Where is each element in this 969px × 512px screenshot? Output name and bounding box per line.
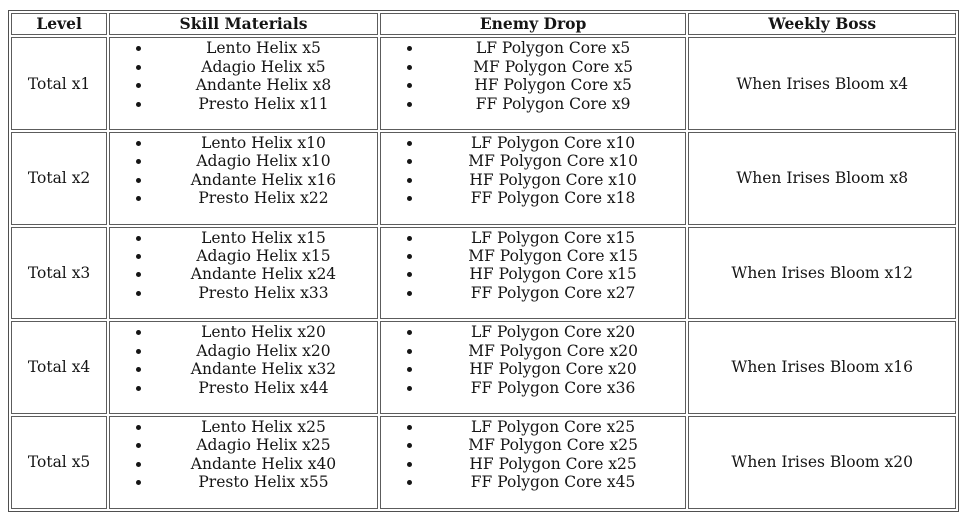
- enemy-drop-item: HF Polygon Core x10: [423, 171, 684, 189]
- enemy-drop-item: HF Polygon Core x25: [423, 455, 684, 473]
- skill-materials-list: Lento Helix x25Adagio Helix x25Andante H…: [112, 418, 375, 492]
- enemy-drop-item: MF Polygon Core x20: [423, 342, 684, 360]
- header-enemy-drop: Enemy Drop: [379, 13, 687, 36]
- table-row: Total x4Lento Helix x20Adagio Helix x20A…: [11, 321, 956, 414]
- enemy-drop-item: FF Polygon Core x9: [423, 95, 684, 113]
- skill-materials-item: Adagio Helix x10: [152, 152, 375, 170]
- weekly-boss-cell: When Irises Bloom x20: [688, 415, 956, 509]
- header-weekly-boss: Weekly Boss: [688, 13, 956, 36]
- enemy-drop-item: HF Polygon Core x15: [423, 265, 684, 283]
- enemy-drop-item: HF Polygon Core x20: [423, 360, 684, 378]
- skill-upgrade-table: Level Skill Materials Enemy Drop Weekly …: [8, 10, 959, 512]
- level-cell: Total x2: [11, 132, 108, 225]
- enemy-drop-cell: LF Polygon Core x10MF Polygon Core x10HF…: [379, 132, 687, 225]
- skill-materials-item: Presto Helix x33: [152, 284, 375, 302]
- enemy-drop-list: LF Polygon Core x10MF Polygon Core x10HF…: [383, 134, 684, 208]
- table-row: Total x5Lento Helix x25Adagio Helix x25A…: [11, 415, 956, 509]
- weekly-boss-cell: When Irises Bloom x12: [688, 226, 956, 320]
- skill-materials-item: Andante Helix x16: [152, 171, 375, 189]
- enemy-drop-cell: LF Polygon Core x25MF Polygon Core x25HF…: [379, 415, 687, 509]
- skill-materials-item: Presto Helix x44: [152, 379, 375, 397]
- level-cell: Total x4: [11, 321, 108, 414]
- skill-materials-list: Lento Helix x15Adagio Helix x15Andante H…: [112, 229, 375, 303]
- enemy-drop-cell: LF Polygon Core x20MF Polygon Core x20HF…: [379, 321, 687, 414]
- skill-materials-list: Lento Helix x10Adagio Helix x10Andante H…: [112, 134, 375, 208]
- skill-materials-item: Adagio Helix x20: [152, 342, 375, 360]
- skill-materials-item: Andante Helix x24: [152, 265, 375, 283]
- skill-materials-item: Andante Helix x8: [152, 76, 375, 94]
- skill-materials-item: Lento Helix x15: [152, 229, 375, 247]
- header-row: Level Skill Materials Enemy Drop Weekly …: [11, 13, 956, 36]
- skill-materials-item: Presto Helix x55: [152, 473, 375, 491]
- enemy-drop-item: LF Polygon Core x20: [423, 323, 684, 341]
- enemy-drop-list: LF Polygon Core x15MF Polygon Core x15HF…: [383, 229, 684, 303]
- enemy-drop-item: FF Polygon Core x45: [423, 473, 684, 491]
- weekly-boss-cell: When Irises Bloom x16: [688, 321, 956, 414]
- skill-materials-list: Lento Helix x20Adagio Helix x20Andante H…: [112, 323, 375, 397]
- enemy-drop-item: MF Polygon Core x5: [423, 58, 684, 76]
- table-body: Total x1Lento Helix x5Adagio Helix x5And…: [11, 37, 956, 509]
- enemy-drop-list: LF Polygon Core x25MF Polygon Core x25HF…: [383, 418, 684, 492]
- table-row: Total x1Lento Helix x5Adagio Helix x5And…: [11, 37, 956, 131]
- enemy-drop-item: HF Polygon Core x5: [423, 76, 684, 94]
- enemy-drop-item: FF Polygon Core x27: [423, 284, 684, 302]
- skill-materials-item: Lento Helix x5: [152, 39, 375, 57]
- level-cell: Total x5: [11, 415, 108, 509]
- enemy-drop-item: FF Polygon Core x18: [423, 189, 684, 207]
- skill-materials-item: Adagio Helix x5: [152, 58, 375, 76]
- skill-materials-item: Lento Helix x20: [152, 323, 375, 341]
- header-level: Level: [11, 13, 108, 36]
- skill-materials-list: Lento Helix x5Adagio Helix x5Andante Hel…: [112, 39, 375, 113]
- skill-materials-item: Adagio Helix x25: [152, 436, 375, 454]
- enemy-drop-item: FF Polygon Core x36: [423, 379, 684, 397]
- skill-materials-cell: Lento Helix x15Adagio Helix x15Andante H…: [109, 226, 378, 320]
- skill-materials-item: Presto Helix x22: [152, 189, 375, 207]
- enemy-drop-item: LF Polygon Core x25: [423, 418, 684, 436]
- skill-materials-item: Adagio Helix x15: [152, 247, 375, 265]
- skill-materials-cell: Lento Helix x5Adagio Helix x5Andante Hel…: [109, 37, 378, 131]
- enemy-drop-cell: LF Polygon Core x5MF Polygon Core x5HF P…: [379, 37, 687, 131]
- header-skill-materials: Skill Materials: [109, 13, 378, 36]
- enemy-drop-list: LF Polygon Core x20MF Polygon Core x20HF…: [383, 323, 684, 397]
- skill-materials-item: Lento Helix x10: [152, 134, 375, 152]
- enemy-drop-item: MF Polygon Core x15: [423, 247, 684, 265]
- skill-materials-cell: Lento Helix x25Adagio Helix x25Andante H…: [109, 415, 378, 509]
- table-header: Level Skill Materials Enemy Drop Weekly …: [11, 13, 956, 36]
- enemy-drop-item: LF Polygon Core x15: [423, 229, 684, 247]
- skill-materials-item: Andante Helix x40: [152, 455, 375, 473]
- enemy-drop-item: MF Polygon Core x10: [423, 152, 684, 170]
- table-row: Total x2Lento Helix x10Adagio Helix x10A…: [11, 132, 956, 225]
- enemy-drop-cell: LF Polygon Core x15MF Polygon Core x15HF…: [379, 226, 687, 320]
- skill-materials-item: Lento Helix x25: [152, 418, 375, 436]
- enemy-drop-item: MF Polygon Core x25: [423, 436, 684, 454]
- weekly-boss-cell: When Irises Bloom x8: [688, 132, 956, 225]
- enemy-drop-list: LF Polygon Core x5MF Polygon Core x5HF P…: [383, 39, 684, 113]
- skill-materials-cell: Lento Helix x20Adagio Helix x20Andante H…: [109, 321, 378, 414]
- level-cell: Total x3: [11, 226, 108, 320]
- skill-materials-item: Andante Helix x32: [152, 360, 375, 378]
- enemy-drop-item: LF Polygon Core x5: [423, 39, 684, 57]
- weekly-boss-cell: When Irises Bloom x4: [688, 37, 956, 131]
- enemy-drop-item: LF Polygon Core x10: [423, 134, 684, 152]
- level-cell: Total x1: [11, 37, 108, 131]
- skill-materials-item: Presto Helix x11: [152, 95, 375, 113]
- skill-materials-cell: Lento Helix x10Adagio Helix x10Andante H…: [109, 132, 378, 225]
- table-row: Total x3Lento Helix x15Adagio Helix x15A…: [11, 226, 956, 320]
